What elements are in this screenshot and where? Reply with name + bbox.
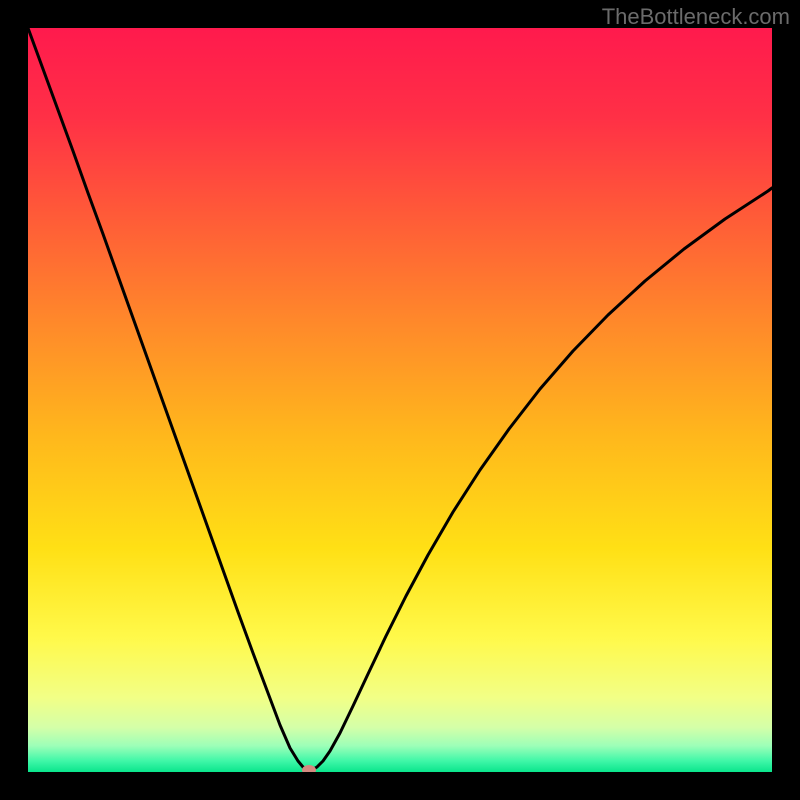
bottleneck-curve [28, 28, 772, 772]
bottleneck-plot [28, 28, 772, 772]
watermark-text: TheBottleneck.com [602, 4, 790, 30]
